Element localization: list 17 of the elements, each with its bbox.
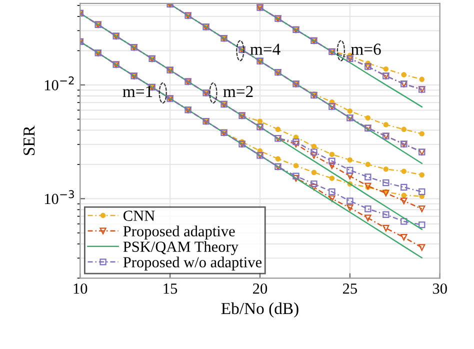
x-axis-title: Eb/No (dB) — [221, 302, 298, 318]
legend-label: CNN — [124, 210, 155, 221]
x-tick-label: 30 — [432, 283, 447, 294]
legend-label: Proposed adaptive — [123, 226, 235, 240]
x-tick-label: 25 — [342, 284, 357, 294]
x-tick-label: 20 — [253, 283, 268, 294]
annotation: m=2 — [223, 86, 253, 97]
y-axis-title: SER — [23, 126, 35, 155]
annotation: m=6 — [351, 44, 381, 55]
legend-label: PSK/QAM Theory — [123, 241, 238, 256]
x-tick-label: 15 — [164, 284, 178, 294]
legend-label: Proposed w/o adaptive — [123, 256, 262, 271]
annotation: m=4 — [250, 44, 280, 55]
annotation: m=1 — [122, 86, 152, 97]
x-tick-label: 10 — [74, 283, 88, 294]
y-tick-label: 10$^{−3}$ — [44, 190, 74, 204]
y-tick-label: 10$^{−2}$ — [44, 76, 74, 90]
